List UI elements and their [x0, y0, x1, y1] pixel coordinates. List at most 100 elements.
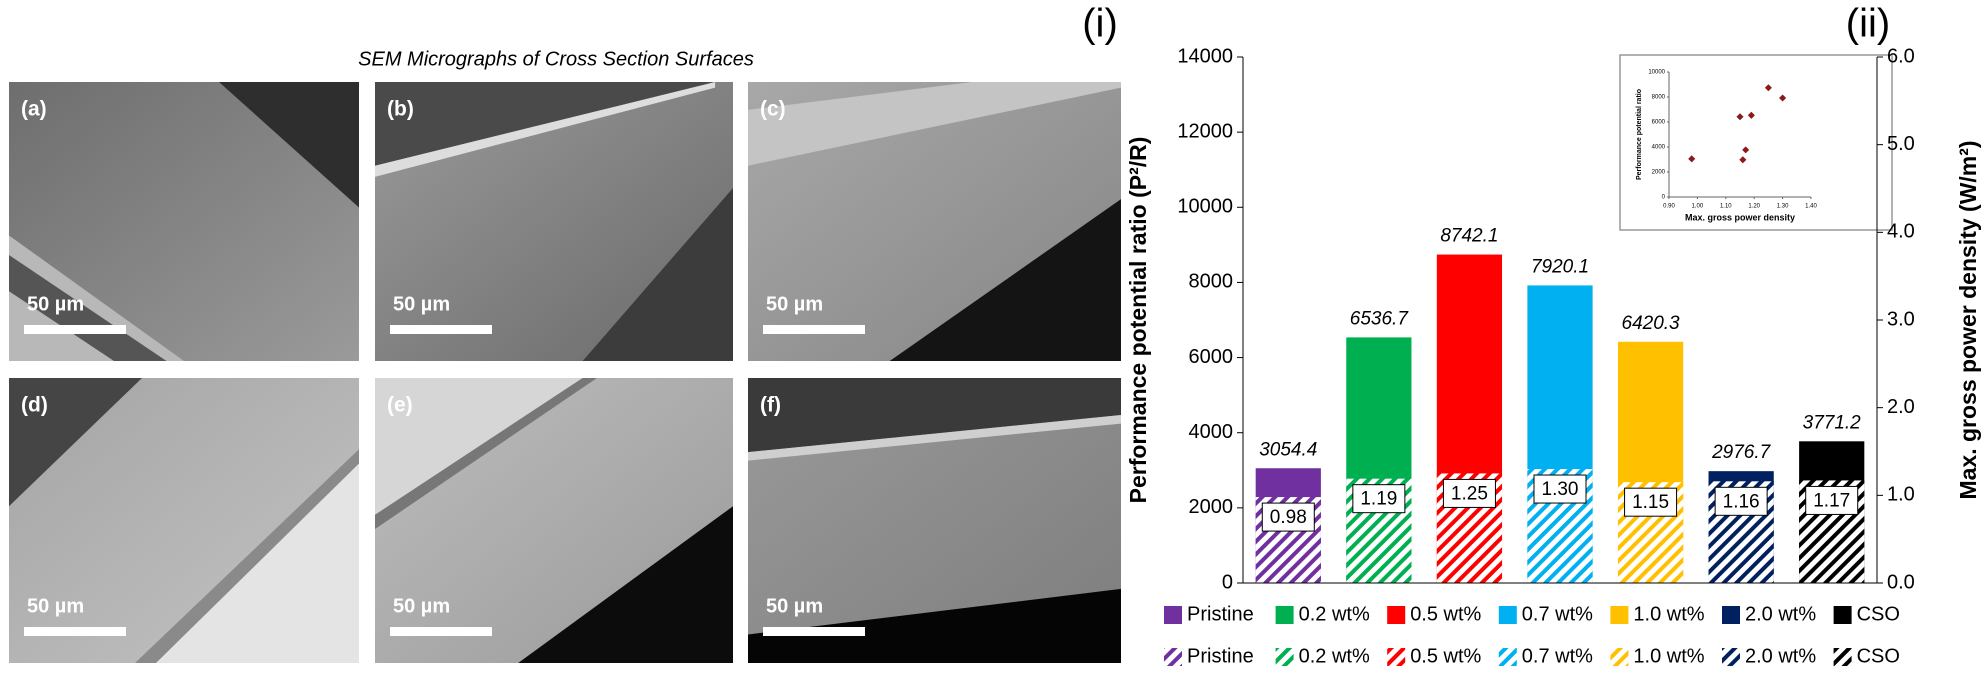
- value-label: 6536.7: [1350, 308, 1410, 329]
- micrograph-region: [219, 82, 359, 208]
- value-label: 1.16: [1723, 491, 1760, 512]
- legend-swatch: [1610, 606, 1629, 624]
- micrograph-region: [375, 82, 716, 177]
- micrograph-region: [582, 188, 733, 361]
- y-tick-label: 2000: [1652, 170, 1666, 176]
- value-label-box: [1442, 478, 1496, 508]
- micrograph-region: [518, 506, 733, 663]
- y2-tick-label: 3.0: [1887, 308, 1915, 330]
- value-label: 2976.7: [1711, 442, 1772, 463]
- legend-swatch: [1610, 648, 1629, 666]
- y-tick-label: 0: [1662, 195, 1666, 201]
- scale-bar: [390, 325, 492, 334]
- y-tick-label: 0: [1222, 571, 1233, 593]
- scale-bar-label: 50 µm: [393, 595, 450, 617]
- micrograph-region: [9, 378, 142, 507]
- x-tick-label: 1.00: [1692, 204, 1704, 210]
- y-tick-label: 14000: [1177, 45, 1233, 67]
- micrograph-label: (b): [387, 98, 414, 121]
- y-tick-label: 6000: [1189, 346, 1234, 368]
- y-axis-title: Performance potential ratio (P²/R): [1125, 137, 1151, 504]
- scale-bar: [763, 325, 865, 334]
- legend-label: 1.0 wt%: [1633, 603, 1704, 625]
- legend-swatch: [1722, 648, 1740, 666]
- legend-label: CSO: [1857, 645, 1900, 667]
- value-label: 1.19: [1360, 489, 1397, 510]
- legend-swatch: [1387, 606, 1406, 624]
- legend-label: 0.2 wt%: [1299, 645, 1370, 667]
- micrograph-region: [889, 199, 1121, 361]
- micrograph-label: (d): [21, 394, 48, 417]
- legend-label: Pristine: [1187, 603, 1254, 625]
- micrograph-label: (e): [387, 394, 413, 417]
- scale-bar: [24, 325, 126, 334]
- legend-label: 1.0 wt%: [1633, 645, 1704, 667]
- value-label-box: [1805, 485, 1859, 515]
- legend-swatch: [1722, 606, 1740, 624]
- scale-bar-label: 50 µm: [393, 293, 450, 315]
- y2-tick-label: 0.0: [1887, 571, 1915, 593]
- x-tick-label: 0.90: [1663, 204, 1675, 210]
- legend-label: 0.5 wt%: [1410, 645, 1481, 667]
- y-tick-label: 6000: [1652, 120, 1666, 126]
- legend-label: 0.5 wt%: [1410, 603, 1481, 625]
- scale-bar-label: 50 µm: [766, 595, 823, 617]
- y2-axis-title: Max. gross power density (W/m²): [1955, 140, 1981, 499]
- scale-bar-label: 50 µm: [27, 595, 84, 617]
- x-axis-title: Max. gross power density: [1685, 212, 1795, 222]
- micrograph-region: [375, 378, 597, 530]
- value-label: 0.98: [1270, 507, 1307, 528]
- y2-tick-label: 4.0: [1887, 221, 1915, 243]
- value-label-box: [1714, 486, 1768, 516]
- y-tick-label: 4000: [1652, 145, 1666, 151]
- y-tick-label: 8000: [1189, 271, 1234, 293]
- value-label: 1.25: [1451, 483, 1488, 504]
- legend-swatch: [1275, 648, 1294, 666]
- x-tick-label: 1.20: [1748, 204, 1760, 210]
- y-tick-label: 4000: [1189, 421, 1234, 443]
- legend-label: 0.7 wt%: [1522, 603, 1593, 625]
- y2-tick-label: 6.0: [1887, 45, 1915, 67]
- legend-swatch: [1164, 648, 1182, 666]
- micrograph-region: [748, 82, 1121, 166]
- value-label-box: [1533, 474, 1587, 504]
- panel-label: (ii): [1846, 2, 1890, 46]
- value-label: 1.15: [1632, 492, 1669, 513]
- value-label: 3054.4: [1259, 439, 1317, 460]
- legend-label: 2.0 wt%: [1745, 603, 1816, 625]
- legend-swatch: [1275, 606, 1294, 624]
- micrograph-label: (a): [21, 98, 47, 121]
- micrograph-region: [748, 378, 1121, 453]
- y-tick-label: 12000: [1177, 120, 1233, 142]
- y-tick-label: 10000: [1648, 70, 1665, 76]
- scale-bar-label: 50 µm: [766, 293, 823, 315]
- value-label-box: [1624, 487, 1678, 517]
- scale-bar-label: 50 µm: [27, 293, 84, 315]
- micrograph-region: [748, 415, 1121, 461]
- scale-bar: [390, 627, 492, 636]
- legend-label: 0.2 wt%: [1299, 603, 1370, 625]
- x-tick-label: 1.40: [1805, 204, 1817, 210]
- micrograph-label: (c): [760, 98, 786, 121]
- panel-label: (i): [1082, 2, 1118, 46]
- legend-swatch: [1498, 606, 1517, 624]
- value-label: 7920.1: [1531, 256, 1589, 277]
- y-axis-title: Performance potential ratio: [1636, 89, 1643, 180]
- y-tick-label: 10000: [1177, 196, 1233, 218]
- value-label: 3771.2: [1803, 412, 1862, 433]
- legend-swatch: [1833, 606, 1852, 624]
- x-tick-label: 1.10: [1720, 204, 1732, 210]
- y2-tick-label: 5.0: [1887, 133, 1915, 155]
- value-label-box: [1261, 502, 1315, 532]
- y-tick-label: 2000: [1189, 496, 1234, 518]
- legend-label: Pristine: [1187, 645, 1254, 667]
- y2-tick-label: 2.0: [1887, 396, 1915, 418]
- legend-swatch: [1164, 606, 1182, 624]
- y2-tick-label: 1.0: [1887, 484, 1915, 506]
- scale-bar: [24, 627, 126, 636]
- value-label: 8742.1: [1440, 226, 1498, 247]
- legend-label: CSO: [1857, 603, 1900, 625]
- micrograph-title: SEM Micrographs of Cross Section Surface…: [358, 48, 754, 70]
